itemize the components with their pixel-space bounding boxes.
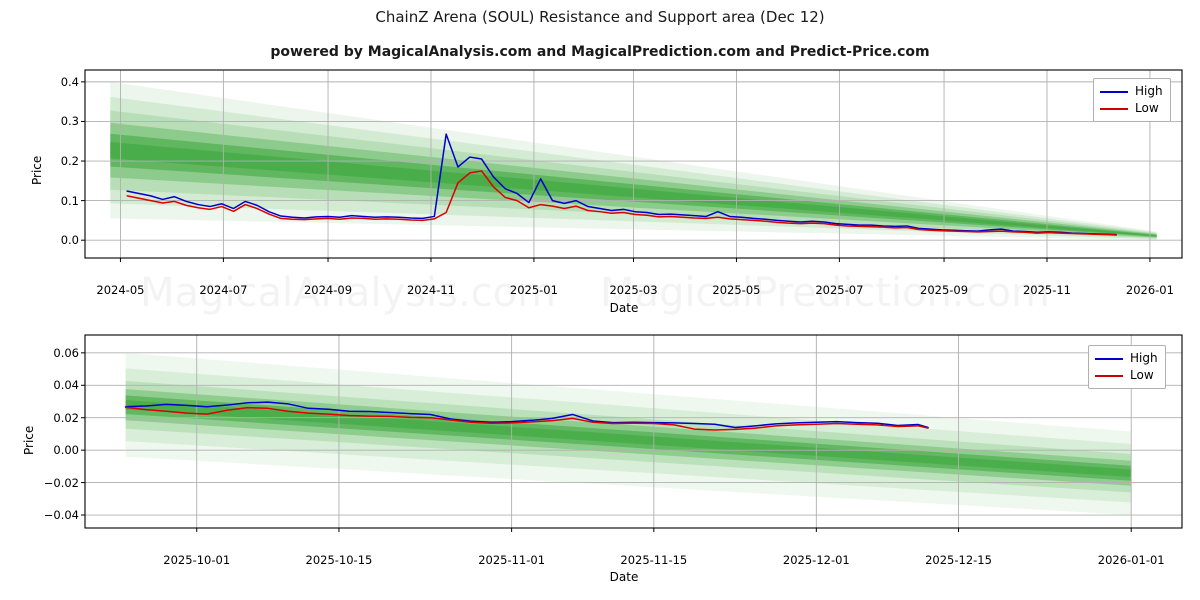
legend-label-high: High [1130,351,1158,365]
axis-ticks [81,81,1151,262]
confidence-band-group [125,352,1132,516]
series-line-high [126,133,1117,236]
bottom-chart-legend[interactable]: High Low [1088,345,1166,389]
x-tick-label: 2025-05 [712,283,761,297]
x-tick-label: 2026-01-01 [1097,553,1165,567]
x-tick-label: 2026-01 [1125,283,1174,297]
x-tick-label: 2025-12-15 [925,553,992,567]
x-tick-label: 2024-09 [303,283,353,297]
legend-swatch-low [1095,374,1123,377]
y-tick-label: 0.0 [60,233,79,248]
y-tick-label: 0.1 [60,193,79,208]
y-tick-label: 0.06 [53,345,79,360]
top-chart-xlabel: Date [609,301,639,315]
y-tick-label: 0.4 [60,74,79,89]
x-tick-label: 2025-03 [609,283,658,297]
x-tick-label: 2025-09 [920,283,969,297]
x-tick-label: 2024-05 [96,283,145,297]
x-tick-label: 2025-10-15 [305,553,373,567]
band-layer-5 [125,400,1132,478]
page-title: ChainZ Arena (SOUL) Resistance and Suppo… [375,8,825,26]
legend-row-high: High [1100,83,1163,100]
bottom-chart-svg [81,334,1183,532]
y-tick-label: 0.04 [53,378,79,393]
series-group [124,401,929,431]
y-tick-label: 0.2 [60,154,79,169]
legend-row-low: Low [1095,367,1158,384]
legend-swatch-high [1095,357,1123,360]
top-chart-panel [0,60,1200,320]
legend-row-high: High [1095,350,1158,367]
bottom-chart-xlabel: Date [609,570,639,584]
y-tick-label: 0.02 [53,410,79,425]
legend-row-low: Low [1100,100,1163,117]
y-tick-label: 0.00 [53,443,79,458]
y-tick-label: 0.3 [60,114,79,129]
axis-ticks [81,352,1132,532]
y-tick-label: −0.04 [43,508,79,523]
x-tick-label: 2025-11-15 [620,553,688,567]
top-chart-svg [81,69,1183,262]
x-tick-label: 2025-11-01 [478,553,546,567]
x-tick-label: 2025-10-01 [163,553,231,567]
x-tick-label: 2025-01 [509,283,558,297]
top-chart-legend[interactable]: High Low [1093,78,1171,122]
legend-label-low: Low [1130,368,1154,382]
y-tick-label: −0.02 [43,475,79,490]
bottom-chart-panel [0,325,1200,570]
series-group [126,133,1117,236]
series-line-low [126,170,1117,236]
legend-label-high: High [1135,84,1163,98]
x-tick-label: 2025-11 [1022,283,1072,297]
x-tick-label: 2025-07 [815,283,864,297]
x-tick-label: 2025-12-01 [782,553,850,567]
x-tick-label: 2024-07 [199,283,248,297]
legend-swatch-high [1100,90,1128,93]
series-line-high [124,401,929,429]
series-line-low [124,406,929,431]
legend-swatch-low [1100,107,1128,110]
x-tick-label: 2024-11 [406,283,455,297]
legend-label-low: Low [1135,101,1159,115]
axis-frame [84,334,1183,529]
gridlines [85,70,1182,258]
page-subtitle: powered by MagicalAnalysis.com and Magic… [270,44,930,60]
